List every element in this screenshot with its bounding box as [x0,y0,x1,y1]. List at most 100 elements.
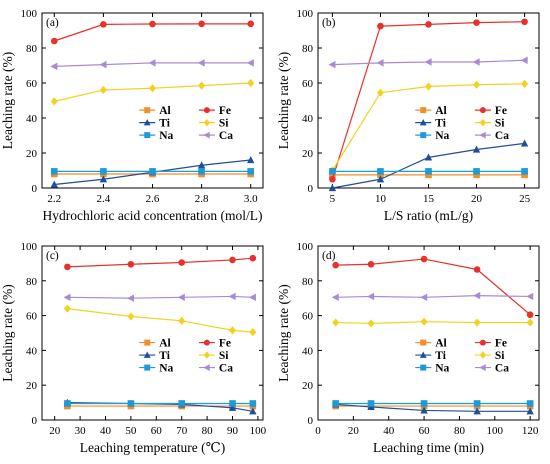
data-point [247,168,255,175]
x-tick-label: 0 [315,425,321,437]
data-point [377,168,384,175]
legend-label: Ca [495,130,509,142]
data-point [332,318,340,327]
data-point [424,58,432,66]
data-point [472,145,481,153]
legend-item-fe: Fe [474,338,507,350]
y-tick-label: 20 [302,380,314,392]
series-al [329,171,528,179]
data-point [420,293,428,302]
data-point [247,20,255,28]
data-point [127,400,135,407]
series-line [67,257,253,268]
data-point [332,400,339,407]
chart-panel-1: 2.2 2.4 2.6 2.8 3.0 0 20 40 60 80 100 Hydrochloric … [0,8,264,223]
data-point [329,171,336,179]
y-tick-label: 0 [32,415,38,427]
legend-marker [203,131,210,139]
y-tick-label: 40 [302,113,314,125]
legend-label: Ti [435,350,446,362]
data-point [377,171,384,179]
legend-item-ca: Ca [198,130,233,142]
legend-marker [203,339,210,346]
y-tick-label: 0 [32,183,38,195]
series-line [332,142,525,189]
data-point [229,256,236,264]
data-point [521,171,528,179]
legend: Al Fe Ti Si Na Ca [415,338,509,375]
legend-marker [479,118,487,127]
series-si [63,304,257,337]
y-tick-label: 60 [302,311,314,323]
data-point [367,292,375,301]
data-point [376,175,385,183]
x-axis-title: Leaching temperature (℃) [80,440,226,455]
x-tick-label: 100 [487,425,504,437]
x-tick-label: 50 [125,425,137,437]
legend-label: Fe [219,105,231,117]
x-tick-label: 60 [151,425,163,437]
y-axis-title: Leaching rate (%) [0,284,15,381]
x-tick-label: 2.6 [146,193,160,205]
x-tick-label: 2.8 [195,193,209,205]
data-point [526,407,534,415]
data-point [331,293,339,302]
legend-item-al: Al [139,105,171,117]
legend-label: Ti [159,350,170,362]
data-point [149,168,156,175]
data-point [526,318,534,327]
legend-marker [420,339,427,346]
data-point [127,260,135,268]
data-point [367,319,375,328]
legend-label: Fe [219,338,231,350]
series-ti [331,400,534,415]
y-tick-label: 60 [302,78,314,90]
plot-frame [317,12,540,189]
legend-label: Si [219,118,229,130]
data-point [197,161,206,169]
legend-marker [144,107,151,114]
legend-item-fe: Fe [198,105,231,117]
data-point [526,292,534,301]
series-fe [332,255,534,319]
legend-label: Al [435,338,447,350]
legend-marker [143,119,151,126]
legend-item-ca: Ca [198,363,233,375]
data-point [332,261,339,269]
series-line [335,258,531,316]
x-tick-label: 60 [419,425,431,437]
data-point [247,156,255,164]
series-si [332,317,534,328]
legend-label: Si [219,350,229,362]
data-point [328,184,337,192]
legend-item-ti: Ti [415,118,447,130]
data-point [367,400,375,407]
x-tick-label: 10 [375,193,387,205]
x-tick-label: 120 [522,425,539,437]
data-point [99,85,107,95]
data-point [178,316,186,325]
y-tick-label: 20 [302,148,314,160]
legend-label: Si [495,350,505,362]
legend-item-fe: Fe [198,338,231,350]
legend-marker [419,119,427,126]
x-tick-label: 15 [423,193,435,205]
series-si [50,78,255,106]
data-point [520,139,529,147]
data-point [521,79,529,88]
x-tick-label: 90 [227,425,239,437]
series-fe [64,254,257,271]
data-point [425,168,432,175]
legend-item-na: Na [139,130,174,142]
x-tick-label: 30 [75,425,87,437]
data-point [64,400,71,407]
chart-panel-3: 20 30 40 50 60 70 80 90 100 0 20 40 60 80 100 Leaching … [0,241,267,455]
x-tick-label: 40 [100,425,112,437]
x-tick-label: 2.2 [47,193,61,205]
data-point [376,88,384,97]
data-point [63,293,71,302]
legend-marker [479,131,486,139]
legend-marker [143,351,151,358]
legend-marker [203,107,210,114]
legend-label: Na [435,130,449,142]
